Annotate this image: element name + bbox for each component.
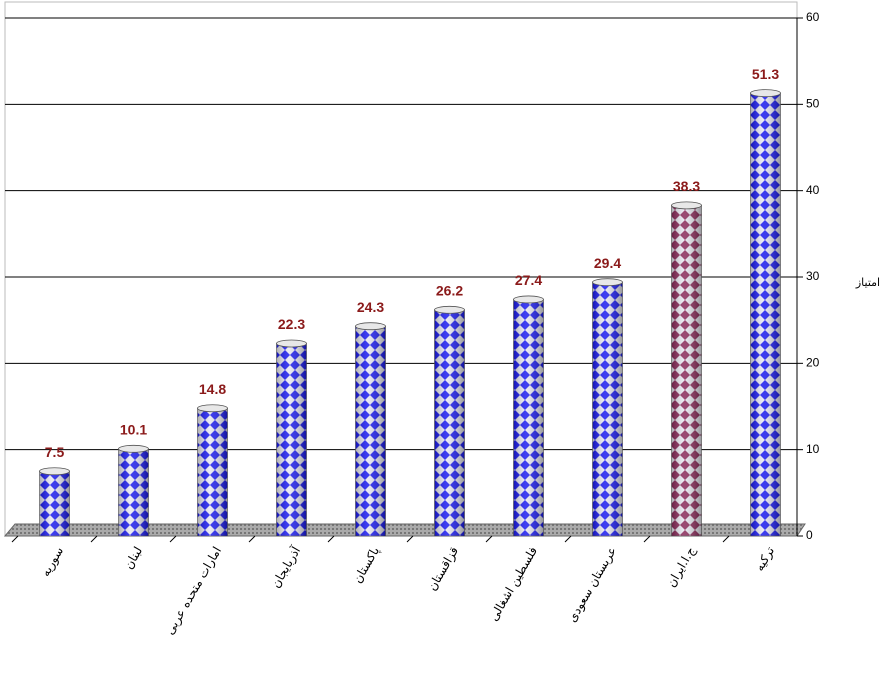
x-tick-label: آذربایجان [268,543,305,591]
y-tick-label: 60 [806,10,820,24]
y-tick-label: 50 [806,97,820,111]
x-tick-mark [643,535,651,543]
bar-cap [434,305,465,314]
x-tick-mark [169,535,177,543]
y-tick-label: 10 [806,442,820,456]
x-tick-label: سوریه [38,544,67,579]
bar-shade [276,343,307,536]
bar-cap [276,339,307,348]
x-tick-label: ترکیه [752,544,778,574]
value-label: 7.5 [45,444,65,460]
value-label: 27.4 [515,272,542,288]
x-tick-label: لبنان [121,544,145,571]
x-tick-label: قزاقستان [425,544,462,593]
bar-shade [592,282,623,536]
x-tick-label: عربستان سعودی [565,544,620,625]
y-tick-label: 20 [806,356,820,370]
bar-cap [750,89,781,98]
bar-shade [750,93,781,537]
value-label: 26.2 [436,283,463,299]
y-tick-label: 0 [806,528,813,542]
bar-shade [39,471,70,536]
bar-cap [39,467,70,476]
value-label: 24.3 [357,299,384,315]
y-axis-label: امتیاز [855,276,880,289]
x-tick-mark [327,535,335,543]
bar-shade [513,299,544,536]
bar-shade [118,448,149,536]
bar-cap [513,295,544,304]
bar-shade [197,408,228,536]
x-tick-mark [90,535,98,543]
x-tick-mark [248,535,256,543]
value-label: 29.4 [594,255,621,271]
bar-cap [118,444,149,453]
value-label: 14.8 [199,381,226,397]
bar-shade [434,309,465,536]
y-tick-label: 40 [806,183,820,197]
x-tick-label: پاکستان [350,544,382,585]
value-label: 51.3 [752,66,779,82]
x-tick-mark [11,535,19,543]
y-tick-label: 30 [806,269,820,283]
bar-cap [197,404,228,413]
bar-cap [592,278,623,287]
x-tick-label: امارات متحده عربی [163,544,225,637]
bar-cap [355,322,386,331]
value-label: 10.1 [120,422,147,438]
x-tick-label: ج.ا.ایران [664,544,699,590]
x-tick-label: فلسطین اشغالی [486,544,541,624]
x-tick-mark [485,535,493,543]
bar-shade [355,326,386,536]
bar-cap [671,201,702,210]
value-label: 38.3 [673,178,700,194]
x-tick-mark [722,535,730,543]
value-label: 22.3 [278,316,305,332]
x-tick-mark [564,535,572,543]
bar-shade [671,205,702,537]
x-tick-mark [406,535,414,543]
